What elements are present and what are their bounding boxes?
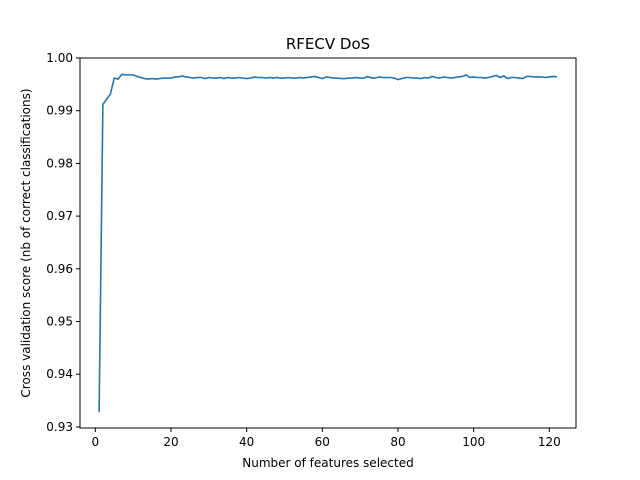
y-axis-label: Cross validation score (nb of correct cl… [19, 88, 33, 397]
y-tick-label: 0.96 [46, 262, 73, 276]
x-tick-label: 0 [92, 435, 100, 449]
x-axis-label: Number of features selected [242, 456, 413, 470]
x-tick-label: 20 [163, 435, 178, 449]
y-tick-label: 0.95 [46, 315, 73, 329]
x-tick-label: 80 [390, 435, 405, 449]
y-axis-ticks: 0.93 0.94 0.95 0.96 0.97 0.98 0.99 1.00 [46, 51, 80, 434]
y-tick-label: 0.97 [46, 209, 73, 223]
plot-frame [79, 57, 577, 429]
x-axis-ticks: 0 20 40 60 80 100 120 [92, 428, 561, 449]
series-line [98, 73, 557, 413]
y-tick-label: 1.00 [46, 51, 73, 65]
x-tick-label: 120 [538, 435, 561, 449]
y-tick-label: 0.98 [46, 156, 73, 170]
chart-title: RFECV DoS [286, 35, 370, 53]
x-tick-label: 40 [239, 435, 254, 449]
x-tick-label: 60 [315, 435, 330, 449]
y-tick-label: 0.93 [46, 420, 73, 434]
y-tick-label: 0.94 [46, 367, 73, 381]
x-tick-label: 100 [462, 435, 485, 449]
y-tick-label: 0.99 [46, 104, 73, 118]
